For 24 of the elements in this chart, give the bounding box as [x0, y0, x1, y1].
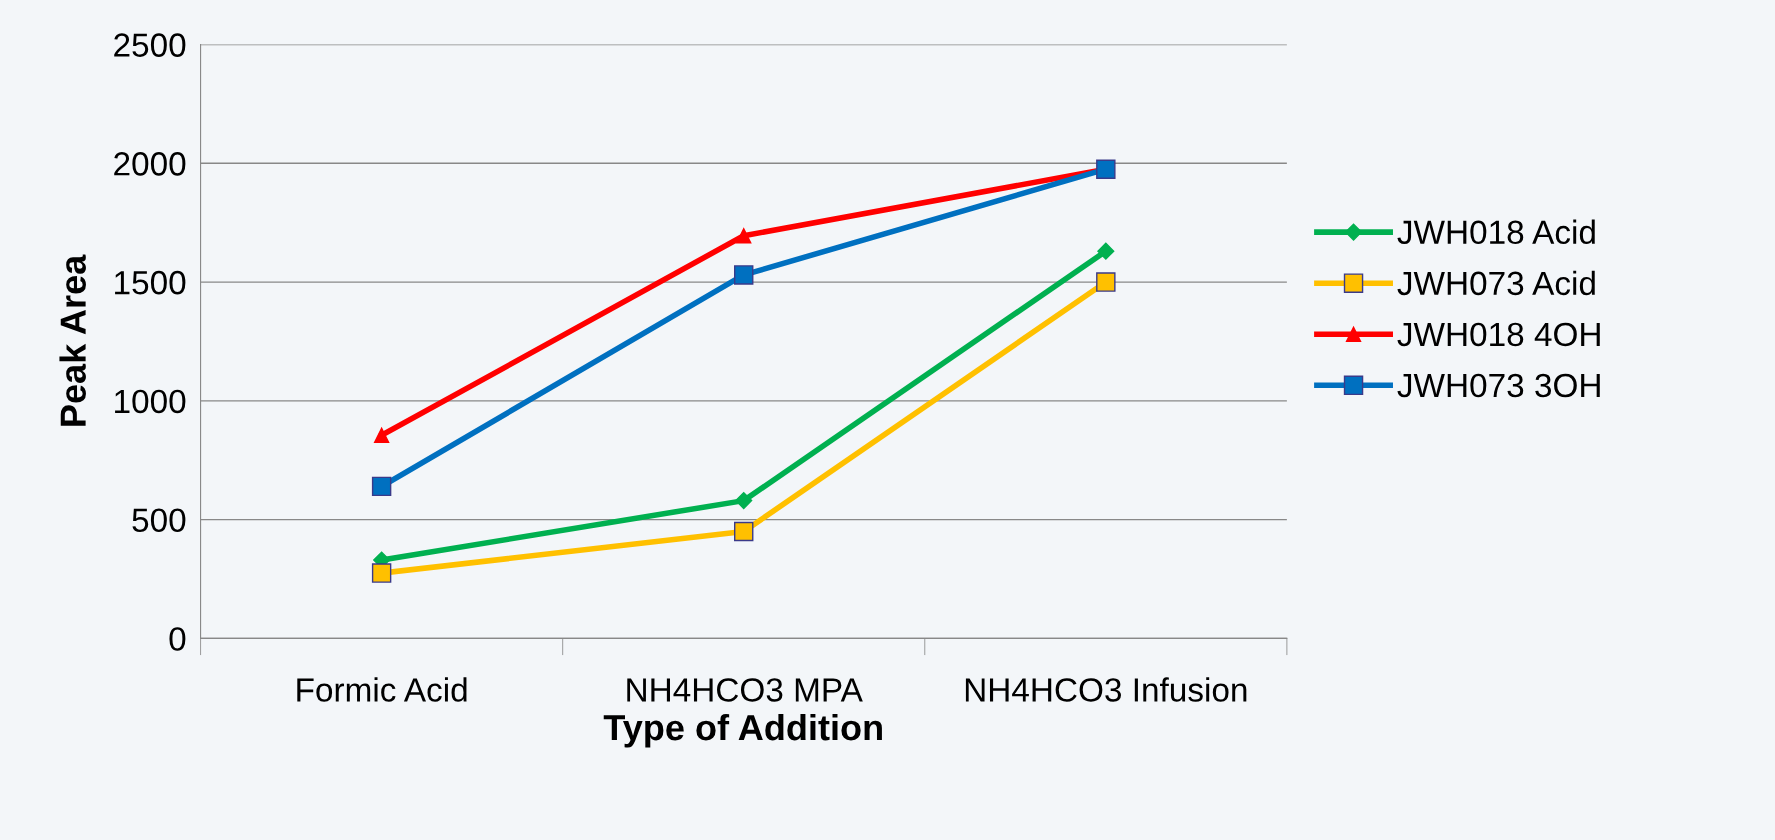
point	[736, 228, 752, 244]
point	[734, 265, 754, 285]
x-tick-label: NH4HCO3 Infusion	[965, 677, 1247, 702]
y-tick-label: 1500	[115, 270, 186, 295]
point	[371, 563, 392, 583]
point	[373, 427, 390, 443]
y-tick-label: 0	[169, 627, 186, 651]
point	[735, 492, 753, 510]
y-tick-label: 500	[132, 508, 186, 533]
legend-label: JWH073 3OH	[1397, 373, 1600, 398]
point	[1096, 272, 1116, 292]
legend-label: JWH018 Acid	[1397, 219, 1595, 245]
x-axis-title: Type of Addition	[603, 713, 882, 748]
legend-label: JWH018 4OH	[1397, 322, 1600, 347]
y-tick-label: 2500	[114, 33, 186, 57]
x-tick-label: Formic Acid	[297, 677, 467, 702]
y-tick-label: 2000	[114, 152, 186, 176]
legend-label: JWH073 Acid	[1397, 270, 1595, 296]
x-tick-label: NH4HCO3 MPA	[627, 678, 863, 702]
y-axis-title: Peak Area	[59, 254, 86, 426]
point	[371, 476, 392, 497]
point	[734, 521, 754, 542]
point	[1097, 242, 1115, 260]
y-tick-label: 1000	[115, 389, 186, 414]
